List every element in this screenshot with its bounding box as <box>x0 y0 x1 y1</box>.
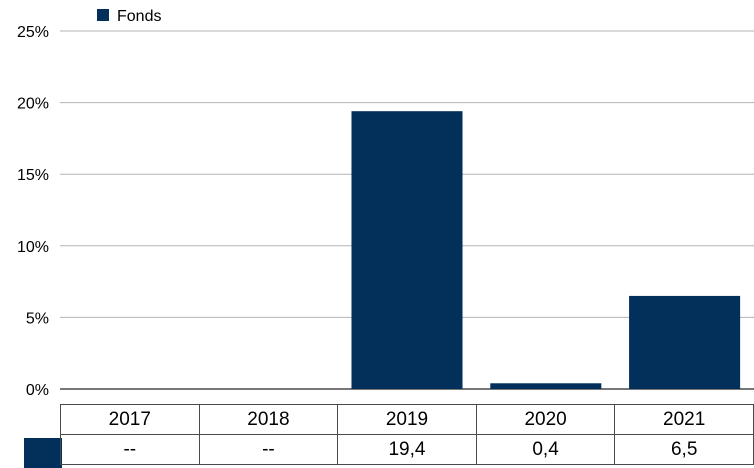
data-table: 2017 2018 2019 2020 2021 -- -- 19,4 0,4 … <box>60 404 754 465</box>
table-header-cell: 2020 <box>475 404 616 435</box>
y-axis-ticks: 0% 5% 10% 15% 20% 25% <box>17 24 49 399</box>
table-header-cell: 2018 <box>198 404 339 435</box>
table-header-cell: 2017 <box>60 404 200 435</box>
bar-2019 <box>351 111 463 389</box>
bars <box>351 111 741 389</box>
table-value-cell: 6,5 <box>614 434 754 465</box>
table-value-cell: 19,4 <box>337 434 477 465</box>
legend: Fonds <box>97 8 161 25</box>
table-header-cell: 2021 <box>614 404 754 435</box>
y-tick-label: 20% <box>17 96 49 113</box>
y-tick-label: 15% <box>17 167 49 184</box>
bar-2021 <box>629 295 741 389</box>
series-color-key <box>24 438 62 468</box>
table-header-cell: 2019 <box>337 404 477 435</box>
y-tick-label: 25% <box>17 24 49 41</box>
legend-label: Fonds <box>117 8 161 25</box>
y-tick-label: 5% <box>26 310 49 327</box>
y-tick-label: 0% <box>26 382 49 399</box>
table-value-cell: -- <box>60 434 200 465</box>
table-header-row: 2017 2018 2019 2020 2021 <box>60 404 754 435</box>
table-row: -- -- 19,4 0,4 6,5 <box>60 434 754 465</box>
legend-swatch <box>97 9 109 21</box>
y-tick-label: 10% <box>17 239 49 256</box>
bar-2020 <box>490 383 602 389</box>
bar-chart: 0% 5% 10% 15% 20% 25% Fonds <box>17 8 754 399</box>
table-value-cell: 0,4 <box>475 434 616 465</box>
table-value-cell: -- <box>198 434 339 465</box>
